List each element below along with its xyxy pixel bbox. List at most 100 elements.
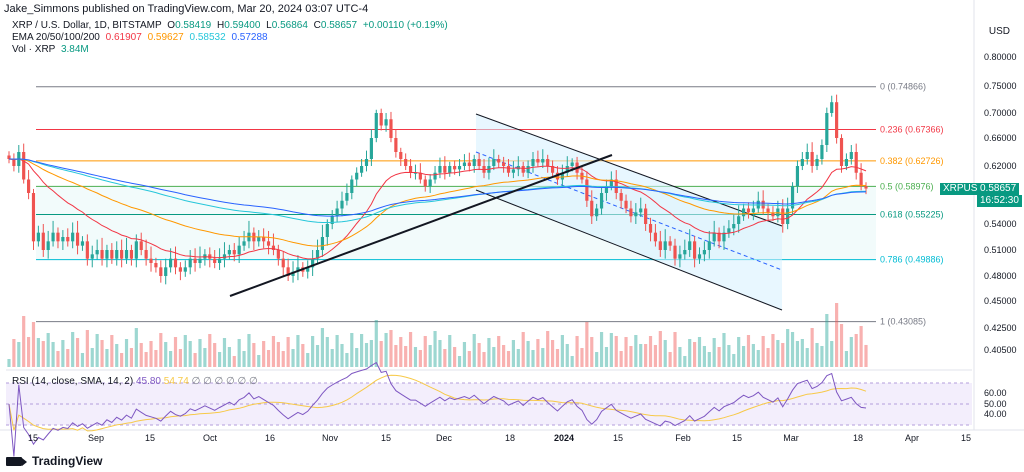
volume-bar (188, 341, 192, 367)
candle-body (604, 186, 609, 193)
candle-body (697, 254, 702, 259)
candle-body (340, 200, 344, 209)
volume-bar (776, 340, 780, 367)
volume-bar (604, 347, 609, 367)
volume-bar (369, 340, 373, 367)
candle-body (590, 200, 594, 217)
volume-row: Vol · XRP 3.84M (12, 44, 448, 56)
candle-body (433, 172, 437, 180)
volume-bar (678, 347, 682, 367)
volume-bar (849, 337, 853, 367)
candle-body (271, 245, 276, 250)
candle-body (281, 258, 285, 268)
candle-body (105, 250, 109, 259)
volume-bar (648, 336, 653, 367)
volume-bar (590, 337, 594, 367)
volume-bar (668, 352, 672, 367)
fib-label: 0.618 (0.55225) (880, 210, 944, 220)
time-tick-label: 2024 (554, 433, 574, 443)
ema-line (8, 158, 867, 223)
volume-bar (639, 344, 643, 367)
volume-bar (217, 352, 222, 367)
volume-bar (506, 351, 511, 367)
candle-body (722, 232, 726, 242)
rsi-empty-values: ∅ ∅ ∅ ∅ ∅ ∅ (191, 376, 258, 387)
ohlc-o: 0.58419 (175, 20, 212, 31)
volume-bar (413, 347, 418, 367)
candle-body (315, 250, 320, 259)
candle-body (751, 208, 755, 213)
candle-body (472, 159, 476, 166)
time-tick-label: Feb (675, 433, 691, 443)
candle-body (849, 152, 853, 159)
candle-body (658, 241, 662, 250)
volume-bar (100, 340, 104, 367)
volume-bar (183, 335, 187, 367)
volume-bar (771, 334, 775, 367)
time-tick-label: 15 (613, 433, 623, 443)
volume-bar (345, 353, 349, 367)
symbol-row: XRP / U.S. Dollar, 1D, BITSTAMP O0.58419… (12, 20, 448, 32)
candle-body (266, 241, 271, 246)
tradingview-logo[interactable]: TradingView (6, 454, 102, 468)
candle-body (599, 193, 604, 209)
volume-bar (120, 353, 124, 367)
candle-body (188, 258, 192, 268)
volume-bar (781, 343, 785, 367)
volume-bar (364, 343, 369, 367)
volume-bar (727, 345, 731, 367)
candle-body (693, 241, 697, 259)
ohlc-o-label: O (167, 20, 176, 31)
volume-bar (438, 340, 442, 367)
current-symbol-tag: XRPUSD (940, 183, 988, 195)
volume-bar (477, 343, 481, 367)
volume-bar (252, 343, 256, 367)
candle-body (183, 267, 187, 272)
candle-body (648, 224, 653, 233)
candle-body (399, 152, 403, 159)
candle-body (560, 172, 564, 180)
volume-bar (262, 341, 266, 367)
candle-body (85, 241, 89, 259)
volume-bar (443, 349, 447, 367)
candle-body (541, 159, 545, 163)
volume-bar (526, 341, 530, 367)
candle-body (457, 166, 462, 170)
volume-bar (129, 348, 134, 367)
current-price-tag: 0.58657 (977, 183, 1020, 195)
volume-bar (487, 338, 491, 367)
time-tick-label: Nov (322, 433, 339, 443)
volume-bar (756, 350, 760, 367)
candle-body (428, 179, 432, 187)
volume-bar (790, 332, 795, 367)
candle-body (795, 166, 800, 187)
time-tick-label: 15 (381, 433, 391, 443)
volume-bar (208, 334, 212, 367)
candle-body (173, 258, 178, 268)
volume-bar (570, 356, 574, 367)
volume-bar (830, 341, 834, 367)
volume-bar (433, 331, 437, 367)
volume-bar (173, 337, 178, 367)
candle-body (56, 232, 60, 242)
rsi-tick-label: 60.00 (984, 388, 1007, 398)
volume-bar (384, 333, 388, 367)
time-tick-label: Oct (203, 433, 218, 443)
volume-bar (663, 340, 667, 367)
volume-bar (213, 343, 217, 367)
volume-bar (31, 322, 36, 367)
volume-bar (139, 343, 143, 367)
volume-bar (732, 354, 736, 367)
ohlc-l-label: L (266, 20, 272, 31)
candle-body (110, 250, 114, 259)
candle-body (790, 186, 795, 209)
fib-label: 1 (0.43085) (880, 317, 926, 327)
volume-bar (453, 347, 457, 367)
time-tick-label: 15 (961, 433, 971, 443)
candle-body (844, 159, 849, 166)
candle-body (413, 172, 418, 174)
ohlc-h-label: H (217, 20, 225, 31)
channel-bottom-line (475, 189, 783, 311)
volume-bar (844, 351, 849, 367)
